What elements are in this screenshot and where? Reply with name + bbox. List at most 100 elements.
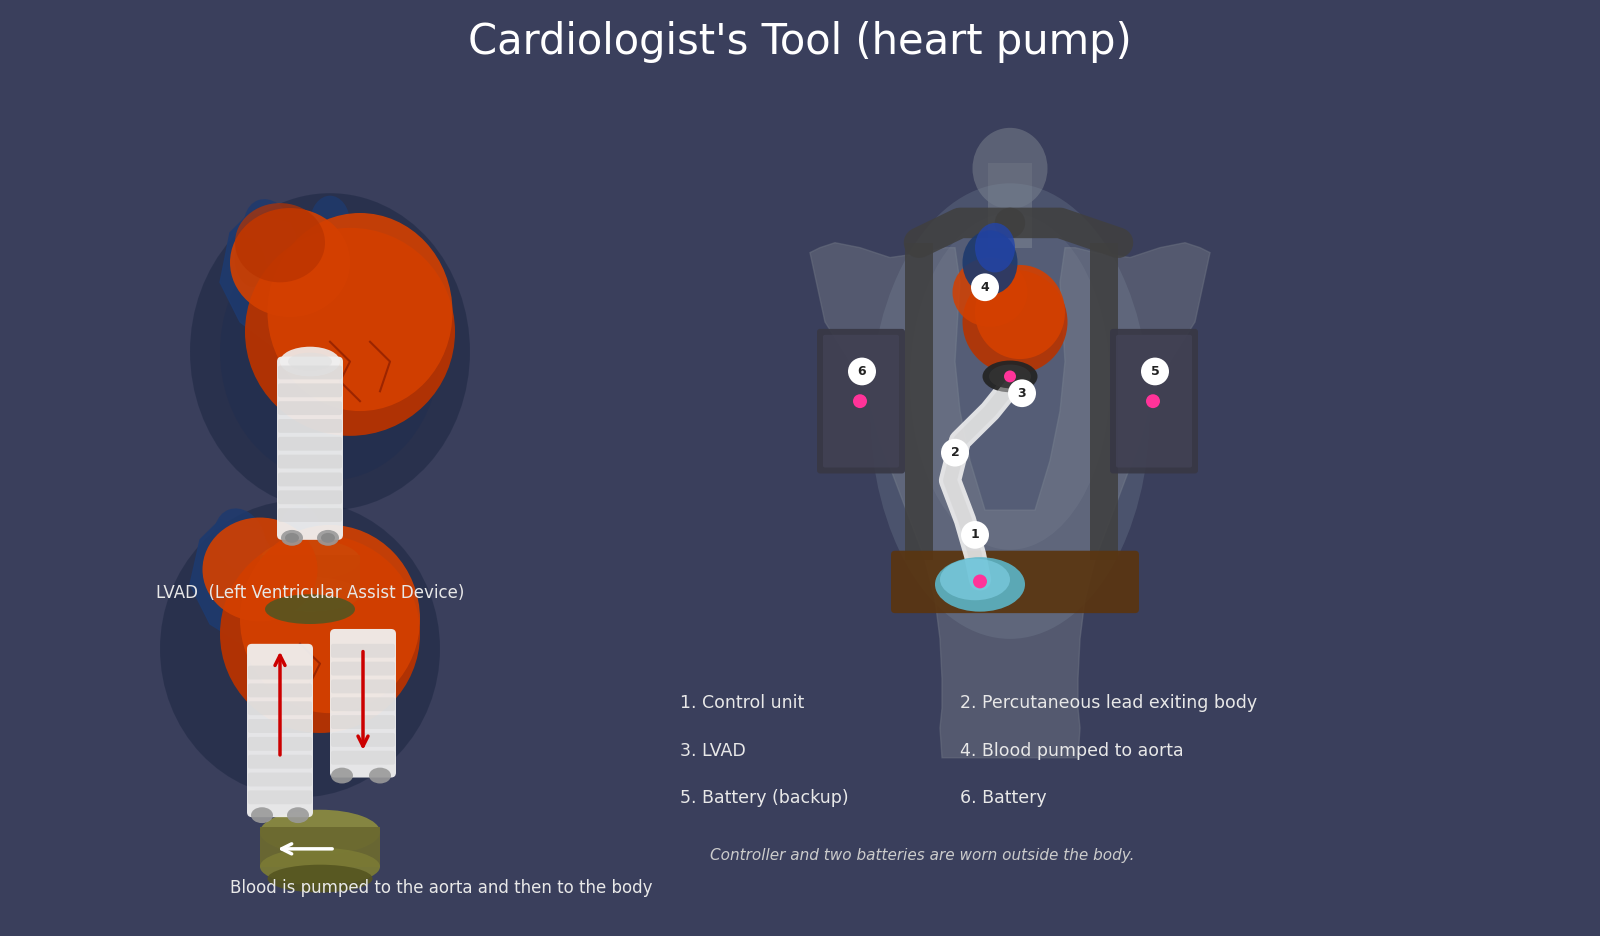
- Ellipse shape: [259, 577, 360, 611]
- Ellipse shape: [282, 530, 302, 546]
- Ellipse shape: [331, 768, 354, 783]
- Ellipse shape: [288, 353, 333, 371]
- FancyBboxPatch shape: [1117, 335, 1192, 467]
- Circle shape: [962, 521, 989, 548]
- Ellipse shape: [267, 213, 453, 411]
- Ellipse shape: [160, 500, 440, 797]
- Ellipse shape: [317, 530, 339, 546]
- Ellipse shape: [370, 768, 390, 783]
- FancyBboxPatch shape: [278, 455, 342, 469]
- Ellipse shape: [982, 360, 1037, 392]
- Circle shape: [973, 575, 987, 589]
- Text: 4: 4: [981, 281, 989, 294]
- Circle shape: [1008, 379, 1037, 407]
- Ellipse shape: [974, 265, 1066, 359]
- FancyBboxPatch shape: [248, 665, 312, 680]
- Ellipse shape: [285, 533, 299, 543]
- Ellipse shape: [203, 518, 317, 622]
- Text: 5. Battery (backup): 5. Battery (backup): [680, 789, 848, 808]
- Bar: [259, 555, 360, 594]
- Circle shape: [1146, 394, 1160, 408]
- Text: 6. Battery: 6. Battery: [960, 789, 1046, 808]
- Ellipse shape: [221, 223, 440, 480]
- Ellipse shape: [934, 557, 1026, 611]
- Ellipse shape: [190, 193, 470, 510]
- Ellipse shape: [251, 807, 274, 823]
- Bar: [1090, 242, 1118, 560]
- Ellipse shape: [266, 594, 355, 624]
- Ellipse shape: [243, 199, 296, 267]
- Ellipse shape: [941, 559, 1010, 600]
- FancyBboxPatch shape: [331, 662, 395, 676]
- FancyBboxPatch shape: [891, 550, 1139, 613]
- Text: 6: 6: [858, 365, 866, 378]
- Ellipse shape: [286, 807, 309, 823]
- Ellipse shape: [240, 525, 419, 713]
- Text: 3. LVAD: 3. LVAD: [680, 742, 746, 760]
- Ellipse shape: [245, 227, 454, 436]
- Bar: [906, 242, 933, 560]
- Text: Blood is pumped to the aorta and then to the body: Blood is pumped to the aorta and then to…: [230, 879, 653, 897]
- Text: 2. Percutaneous lead exiting body: 2. Percutaneous lead exiting body: [960, 695, 1258, 712]
- Circle shape: [971, 273, 998, 301]
- FancyBboxPatch shape: [331, 715, 395, 729]
- Text: 3: 3: [1018, 387, 1026, 400]
- FancyBboxPatch shape: [278, 402, 342, 415]
- FancyBboxPatch shape: [248, 683, 312, 697]
- Ellipse shape: [974, 223, 1014, 272]
- Circle shape: [941, 439, 970, 466]
- Ellipse shape: [989, 364, 1030, 388]
- FancyBboxPatch shape: [248, 772, 312, 786]
- Circle shape: [1005, 371, 1016, 382]
- Ellipse shape: [280, 346, 339, 376]
- Ellipse shape: [267, 865, 373, 892]
- FancyBboxPatch shape: [248, 754, 312, 768]
- Text: 4. Blood pumped to aorta: 4. Blood pumped to aorta: [960, 742, 1184, 760]
- FancyBboxPatch shape: [248, 790, 312, 804]
- Text: LVAD  (Left Ventricular Assist Device): LVAD (Left Ventricular Assist Device): [155, 584, 464, 603]
- Polygon shape: [810, 242, 1210, 758]
- FancyBboxPatch shape: [331, 733, 395, 747]
- Text: 1: 1: [971, 529, 979, 541]
- FancyBboxPatch shape: [331, 751, 395, 765]
- FancyBboxPatch shape: [822, 335, 899, 467]
- Bar: [989, 164, 1032, 248]
- Ellipse shape: [310, 196, 350, 250]
- FancyBboxPatch shape: [278, 473, 342, 487]
- FancyBboxPatch shape: [1110, 329, 1198, 474]
- FancyBboxPatch shape: [818, 329, 906, 474]
- Text: Cardiologist's Tool (heart pump): Cardiologist's Tool (heart pump): [469, 22, 1131, 63]
- Text: 1. Control unit: 1. Control unit: [680, 695, 805, 712]
- Ellipse shape: [963, 270, 1067, 374]
- Text: 5: 5: [1150, 365, 1160, 378]
- FancyBboxPatch shape: [277, 357, 342, 540]
- FancyBboxPatch shape: [278, 490, 342, 505]
- FancyBboxPatch shape: [278, 419, 342, 432]
- Polygon shape: [221, 213, 350, 376]
- Ellipse shape: [973, 128, 1048, 209]
- Polygon shape: [190, 520, 320, 668]
- FancyBboxPatch shape: [248, 719, 312, 733]
- Ellipse shape: [963, 230, 1018, 295]
- Ellipse shape: [221, 534, 419, 733]
- Text: 2: 2: [950, 446, 960, 460]
- FancyBboxPatch shape: [331, 644, 395, 658]
- Text: Controller and two batteries are worn outside the body.: Controller and two batteries are worn ou…: [710, 848, 1134, 863]
- Circle shape: [848, 358, 877, 386]
- FancyBboxPatch shape: [278, 508, 342, 522]
- FancyBboxPatch shape: [330, 629, 397, 778]
- Ellipse shape: [235, 203, 325, 283]
- Ellipse shape: [870, 183, 1150, 639]
- Ellipse shape: [910, 213, 1110, 549]
- Ellipse shape: [259, 848, 381, 885]
- FancyBboxPatch shape: [246, 644, 314, 817]
- Ellipse shape: [280, 505, 320, 555]
- FancyBboxPatch shape: [278, 384, 342, 397]
- FancyBboxPatch shape: [248, 737, 312, 751]
- Bar: [259, 827, 381, 867]
- Ellipse shape: [235, 238, 266, 287]
- FancyBboxPatch shape: [331, 697, 395, 711]
- Ellipse shape: [952, 257, 1027, 327]
- Circle shape: [853, 394, 867, 408]
- Ellipse shape: [322, 533, 334, 543]
